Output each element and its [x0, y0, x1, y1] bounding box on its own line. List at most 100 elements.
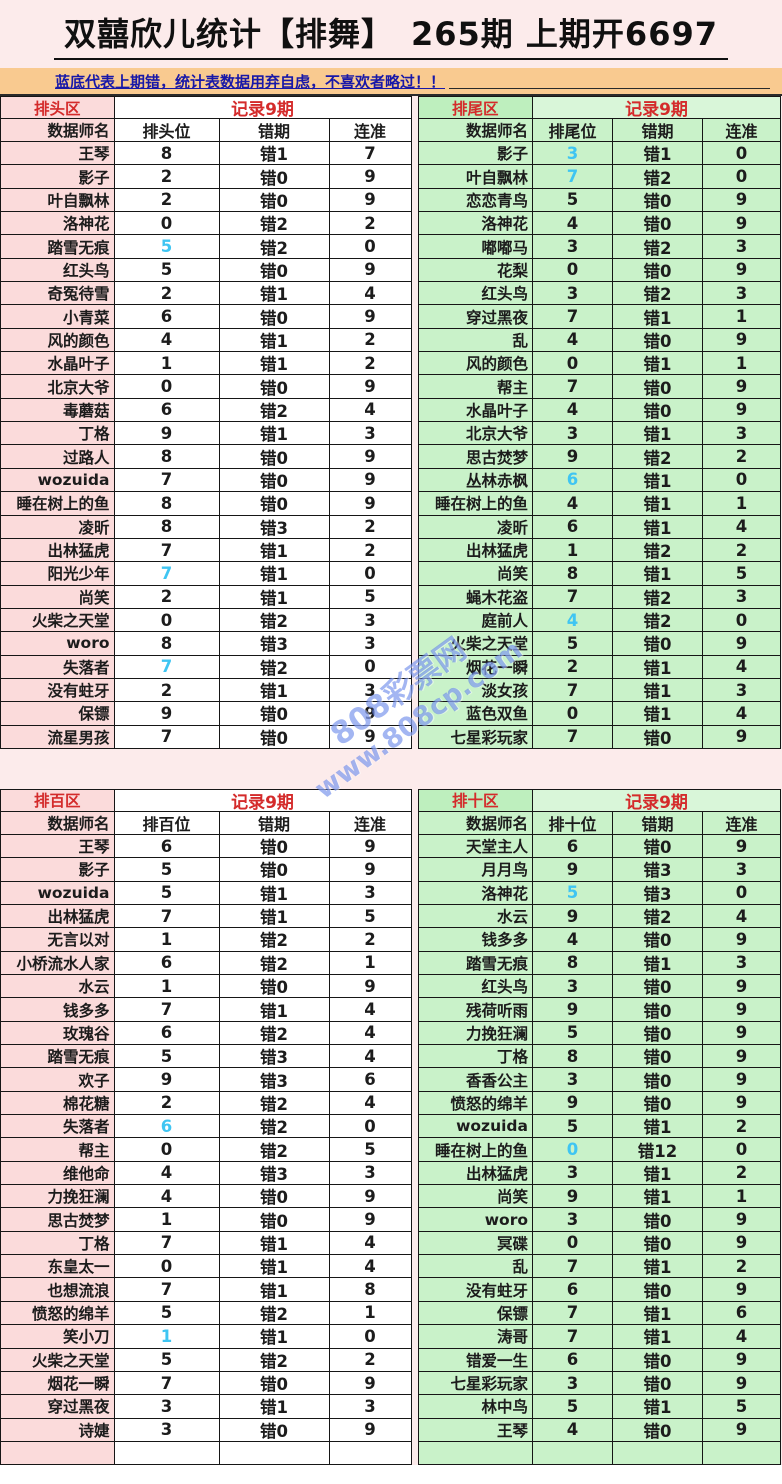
- streak-value: 6: [329, 1068, 412, 1092]
- analyst-name: wozuida: [418, 1115, 533, 1139]
- position-value: 9: [114, 1068, 220, 1092]
- analyst-name: 小青菜: [1, 305, 115, 329]
- streak-value: 9: [703, 632, 781, 656]
- streak-value: 9: [329, 165, 412, 189]
- error-period-value: 错0: [613, 834, 703, 859]
- notice-underline: [449, 87, 770, 89]
- position-value: 3: [533, 142, 613, 166]
- analyst-name: 无言以对: [1, 928, 115, 952]
- analyst-name: 棉花糖: [1, 1091, 115, 1116]
- column-header-name: 数据师名: [1, 811, 115, 835]
- error-period-value: 错1: [613, 142, 703, 166]
- streak-value: 1: [329, 951, 412, 975]
- position-value: 6: [533, 1278, 613, 1302]
- analyst-name: 思古焚梦: [1, 1208, 115, 1232]
- position-value: 7: [114, 1231, 220, 1256]
- streak-value: 2: [703, 538, 781, 563]
- streak-value: 0: [703, 608, 781, 633]
- streak-value: 3: [703, 585, 781, 609]
- position-value: 5: [114, 235, 220, 259]
- streak-value: 2: [329, 212, 412, 236]
- error-period-value: 错1: [219, 142, 330, 166]
- empty-cell: [329, 1441, 412, 1466]
- position-value: 4: [533, 212, 613, 236]
- error-period-value: 错1: [613, 1115, 703, 1139]
- empty-cell: [114, 1441, 220, 1466]
- position-value: 1: [114, 1208, 220, 1232]
- analyst-name: 冥碟: [418, 1231, 533, 1256]
- streak-value: 2: [329, 515, 412, 539]
- analyst-name: 睡在树上的鱼: [418, 1138, 533, 1162]
- error-period-value: 错1: [613, 468, 703, 493]
- error-period-value: 错3: [613, 858, 703, 882]
- analyst-name: 红头鸟: [418, 282, 533, 306]
- record-label: 记录9期: [533, 97, 781, 119]
- analyst-name: 诗婕: [1, 1418, 115, 1442]
- streak-value: 5: [329, 904, 412, 929]
- position-value: 6: [114, 834, 220, 859]
- notice-bar: 蓝底代表上期错，统计表数据用弃自虑，不喜欢者略过！！: [0, 68, 782, 96]
- error-period-value: 错0: [613, 1045, 703, 1069]
- position-value: 7: [114, 468, 220, 493]
- analyst-name: 睡在树上的鱼: [1, 492, 115, 516]
- position-value: 2: [114, 678, 220, 703]
- analyst-name: 红头鸟: [418, 975, 533, 999]
- streak-value: 2: [329, 1348, 412, 1372]
- streak-value: 3: [703, 951, 781, 975]
- error-period-value: 错1: [219, 538, 330, 563]
- error-period-value: 错0: [219, 725, 330, 749]
- error-period-value: 错2: [219, 1301, 330, 1326]
- analyst-name: 维他命: [1, 1161, 115, 1186]
- analyst-name: 水晶叶子: [1, 352, 115, 376]
- column-header-name: 数据师名: [1, 119, 115, 142]
- streak-value: 9: [703, 1021, 781, 1046]
- error-period-value: 错0: [219, 492, 330, 516]
- zone-label: 排尾区: [418, 97, 533, 119]
- streak-value: 3: [329, 608, 412, 633]
- analyst-name: 钱多多: [1, 998, 115, 1022]
- streak-value: 9: [703, 725, 781, 749]
- position-value: 1: [114, 1325, 220, 1349]
- error-period-value: 错0: [219, 188, 330, 213]
- streak-value: 2: [703, 445, 781, 469]
- streak-value: 3: [703, 282, 781, 306]
- error-period-value: 错0: [219, 375, 330, 399]
- error-period-value: 错1: [613, 1395, 703, 1419]
- streak-value: 9: [703, 1068, 781, 1092]
- error-period-value: 错0: [219, 445, 330, 469]
- error-period-value: 错0: [613, 725, 703, 749]
- position-value: 9: [114, 422, 220, 446]
- position-value: 7: [533, 305, 613, 329]
- table-pai-shi: 排十区 记录9期 数据师名 排十位 错期 连准 天堂主人 6 错0 9 月月鸟 9 错3 3 洛…: [417, 788, 781, 1466]
- position-value: 9: [114, 702, 220, 726]
- streak-value: 9: [703, 258, 781, 283]
- position-value: 5: [114, 1348, 220, 1372]
- streak-value: 4: [703, 1325, 781, 1349]
- position-value: 7: [533, 165, 613, 189]
- position-value: 4: [533, 492, 613, 516]
- title-bar: 双囍欣儿统计【排舞】 265期 上期开6697: [0, 0, 782, 68]
- analyst-name: 影子: [1, 858, 115, 882]
- position-value: 0: [533, 1138, 613, 1162]
- streak-value: 9: [703, 188, 781, 213]
- streak-value: 2: [329, 328, 412, 353]
- position-value: 7: [533, 725, 613, 749]
- streak-value: 1: [329, 1301, 412, 1326]
- error-period-value: 错0: [613, 212, 703, 236]
- streak-value: 0: [703, 468, 781, 493]
- streak-value: 9: [329, 492, 412, 516]
- error-period-value: 错2: [613, 904, 703, 929]
- error-period-value: 错0: [613, 632, 703, 656]
- error-period-value: 错2: [613, 538, 703, 563]
- error-period-value: 错0: [613, 975, 703, 999]
- error-period-value: 错2: [219, 655, 330, 679]
- analyst-name: 帮主: [418, 375, 533, 399]
- analyst-name: 洛神花: [418, 881, 533, 905]
- streak-value: 9: [703, 398, 781, 423]
- error-period-value: 错0: [613, 928, 703, 952]
- error-period-value: 错0: [613, 998, 703, 1022]
- streak-value: 3: [329, 1395, 412, 1419]
- streak-value: 9: [329, 1371, 412, 1396]
- analyst-name: 恋恋青鸟: [418, 188, 533, 213]
- analyst-name: 踏雪无痕: [418, 951, 533, 975]
